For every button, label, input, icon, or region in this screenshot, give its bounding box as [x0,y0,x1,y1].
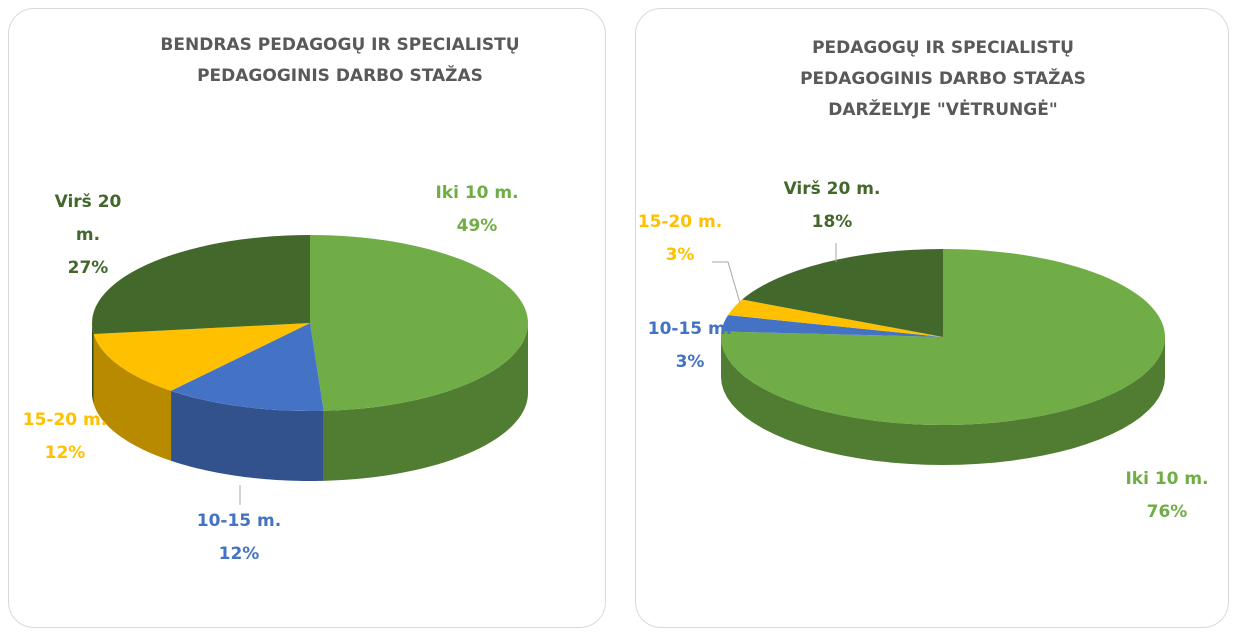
slice-value-label: 3% [665,245,695,265]
chart-title: BENDRAS PEDAGOGŲ IR SPECIALISTŲ PEDAGOGI… [160,35,520,86]
slice-value-label: 3% [675,352,705,372]
slice-side [92,323,94,405]
slice-label: 15-20 m. [637,212,723,232]
slice-label: Iki 10 m. [435,183,519,203]
slice-side [171,390,324,481]
slice [93,323,310,391]
slice-value-label: 27% [67,258,109,278]
slice [92,235,311,335]
slice-value-label: 18% [811,212,853,232]
slice-side [93,334,172,461]
slice-label: Iki 10 m. [1125,469,1209,489]
slice [310,235,528,411]
slice [727,299,943,337]
slice-value-label: 12% [218,544,260,564]
slice-value-label: 76% [1146,502,1188,522]
slice-label: 15-20 m. [22,410,108,430]
chart-title: PEDAGOGŲ IR SPECIALISTŲ PEDAGOGINIS DARB… [800,38,1086,120]
slice [742,249,943,337]
leader-line [712,261,741,304]
slice-value-label: 12% [44,443,86,463]
slice-label: Virš 20 m. [783,179,881,199]
slice [171,323,324,411]
slice-side [721,337,1165,465]
slice-label: 10-15 m. [196,511,282,531]
slice-side [323,323,528,481]
slice-label: Virš 20 m. [54,192,122,245]
slice [721,315,943,337]
slice-value-label: 49% [456,216,498,236]
slice-label: 10-15 m. [647,319,733,339]
